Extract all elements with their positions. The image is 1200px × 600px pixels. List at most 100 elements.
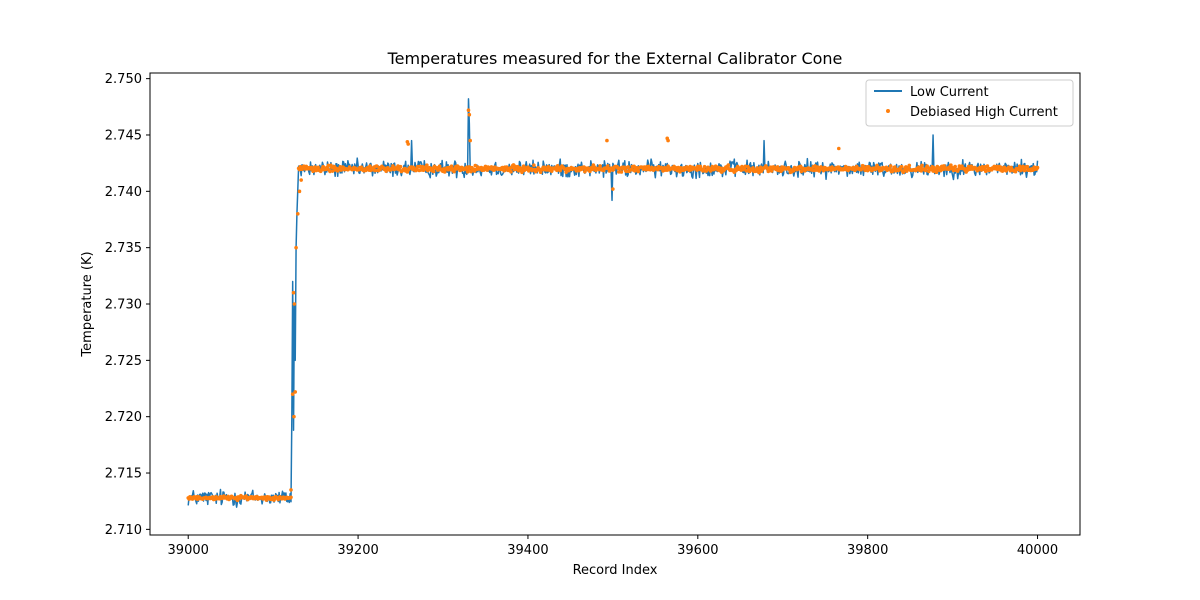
scatter-point <box>636 169 641 174</box>
scatter-point <box>726 163 731 167</box>
scatter-point <box>624 169 629 174</box>
plot-area <box>149 72 1081 536</box>
scatter-point <box>934 170 939 175</box>
scatter-point <box>292 302 297 306</box>
scatter-point <box>564 170 568 175</box>
scatter-point <box>292 414 296 419</box>
chart-title: Temperatures measured for the External C… <box>387 49 843 68</box>
scatter-point <box>520 170 524 175</box>
x-tick-label: 39200 <box>337 543 378 558</box>
legend: Low Current Debiased High Current <box>865 79 1074 127</box>
scatter-point <box>431 169 436 174</box>
scatter-point <box>549 169 554 173</box>
scatter-point <box>920 163 924 168</box>
scatter-point <box>374 164 379 168</box>
scatter-point <box>509 169 513 174</box>
scatter-point <box>1017 164 1022 168</box>
scatter-point <box>598 164 602 168</box>
scatter-point <box>465 169 470 174</box>
y-axis-label: Temperature (K) <box>80 251 95 357</box>
scatter-point <box>1013 169 1018 174</box>
scatter-point <box>467 112 472 117</box>
scatter-point <box>289 488 293 492</box>
scatter-point <box>799 169 804 174</box>
scatter-point <box>1022 168 1027 173</box>
legend-label-low-current: Low Current <box>910 85 989 100</box>
scatter-point <box>619 170 624 174</box>
scatter-point <box>702 164 707 169</box>
y-tick-label: 2.710 <box>105 523 142 538</box>
scatter-point <box>466 108 471 112</box>
scatter-point <box>969 164 974 168</box>
scatter-point <box>617 170 621 174</box>
x-tick-label: 39000 <box>168 543 209 558</box>
scatter-point <box>927 169 931 174</box>
scatter-point <box>622 165 627 170</box>
legend-label-debiased-high-current: Debiased High Current <box>910 105 1058 120</box>
scatter-point <box>769 169 774 173</box>
scatter-point <box>899 164 904 169</box>
scatter-point <box>532 163 536 168</box>
scatter-point <box>999 165 1003 170</box>
series-layer <box>186 98 1040 508</box>
scatter-point <box>611 187 615 191</box>
scatter-point <box>398 164 403 169</box>
scatter-point <box>425 163 429 167</box>
scatter-point <box>502 169 506 173</box>
scatter-point <box>437 164 442 168</box>
scatter-point <box>297 189 302 194</box>
scatter-point <box>449 164 454 168</box>
scatter-point <box>766 169 771 174</box>
scatter-point <box>291 290 296 295</box>
scatter-point <box>293 390 298 394</box>
scatter-point <box>633 169 637 173</box>
scatter-point <box>698 164 703 169</box>
x-tick-label: 39600 <box>677 543 718 558</box>
scatter-point <box>1035 165 1040 170</box>
y-tick-label: 2.740 <box>105 185 142 200</box>
scatter-point <box>326 163 331 168</box>
scatter-point <box>836 146 841 151</box>
scatter-point <box>373 168 377 173</box>
y-tick-label: 2.730 <box>105 298 142 313</box>
scatter-point <box>452 169 456 174</box>
scatter-point <box>289 495 293 500</box>
x-tick-label: 39800 <box>847 543 888 558</box>
y-tick-label: 2.745 <box>105 128 142 143</box>
y-tick-label: 2.750 <box>105 72 142 87</box>
scatter-point <box>384 169 388 173</box>
scatter-point <box>888 164 893 168</box>
y-tick-label: 2.720 <box>105 410 142 425</box>
scatter-point <box>406 142 410 146</box>
scatter-point <box>605 138 609 143</box>
x-tick-label: 39400 <box>507 543 548 558</box>
scatter-point <box>696 164 700 169</box>
y-tick-label: 2.725 <box>105 354 142 369</box>
y-tick-label: 2.735 <box>105 241 142 256</box>
scatter-point <box>290 392 295 396</box>
x-axis: 39000 39200 39400 39600 39800 40000 <box>168 535 1058 558</box>
scatter-point <box>666 138 670 143</box>
scatter-point <box>295 212 300 216</box>
scatter-point <box>1025 164 1030 169</box>
scatter-point <box>907 163 912 168</box>
scatter-point <box>299 178 303 182</box>
x-tick-label: 40000 <box>1017 543 1058 558</box>
scatter-point <box>468 138 472 143</box>
scatter-point <box>294 245 298 250</box>
scatter-point <box>312 165 317 169</box>
scatter-point <box>949 163 953 167</box>
scatter-point <box>504 165 509 169</box>
legend-marker-swatch <box>886 109 890 113</box>
y-axis: 2.710 2.715 2.720 2.725 2.730 2.735 2.740 2.745… <box>105 72 150 538</box>
scatter-point <box>391 164 395 168</box>
scatter-point <box>953 164 957 169</box>
x-axis-label: Record Index <box>573 563 658 578</box>
scatter-point <box>442 170 447 174</box>
scatter-point <box>887 167 892 171</box>
y-tick-label: 2.715 <box>105 467 142 482</box>
scatter-point <box>457 165 461 170</box>
legend-box <box>865 79 1074 127</box>
series-scatter-debiased-high-current <box>186 108 1040 503</box>
